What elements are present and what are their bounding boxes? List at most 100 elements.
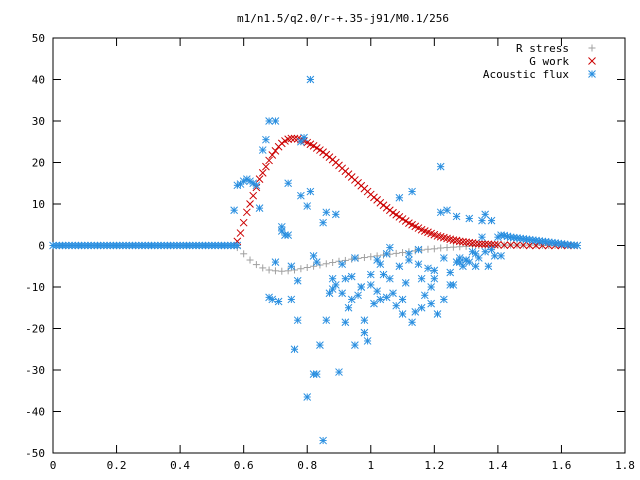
data-point: [319, 436, 327, 445]
data-point: [500, 241, 509, 249]
data-point: [408, 187, 416, 196]
data-point: [255, 204, 264, 213]
data-point: [519, 241, 528, 249]
data-point: [385, 274, 394, 283]
y-tick-label: -50: [25, 447, 45, 460]
data-point: [478, 233, 486, 242]
data-point: [297, 265, 305, 273]
data-point: [268, 151, 277, 159]
data-point: [322, 316, 331, 325]
data-point: [347, 295, 356, 304]
data-point: [322, 260, 330, 268]
data-point: [363, 337, 372, 345]
data-point: [278, 267, 286, 275]
data-point: [331, 281, 340, 289]
data-point: [481, 210, 490, 219]
data-point: [309, 252, 318, 260]
data-point: [481, 240, 490, 249]
legend-label: Acoustic flux: [483, 68, 569, 81]
data-point: [312, 370, 321, 379]
data-point: [331, 210, 340, 219]
data-point: [328, 285, 337, 293]
data-point: [233, 241, 242, 250]
data-point: [239, 218, 248, 227]
x-tick-label: 0.6: [234, 459, 254, 472]
data-point: [513, 241, 521, 249]
legend-marker: [588, 44, 596, 52]
data-point: [268, 295, 277, 304]
data-point: [471, 239, 480, 248]
data-point: [360, 316, 369, 325]
data-point: [398, 295, 407, 304]
data-point: [284, 267, 292, 275]
data-point: [411, 308, 420, 316]
data-point: [478, 216, 486, 225]
data-point: [344, 303, 353, 312]
data-point: [258, 169, 267, 177]
data-point: [427, 299, 436, 308]
data-point: [455, 237, 464, 246]
data-point: [408, 318, 416, 327]
legend-marker: [588, 70, 596, 78]
data-point: [436, 208, 445, 217]
data-point: [370, 299, 378, 308]
x-tick-label: 0.2: [107, 459, 127, 472]
legend-label: R stress: [516, 42, 569, 55]
data-point: [382, 293, 391, 302]
data-point: [312, 258, 321, 266]
data-point: [338, 260, 347, 269]
y-tick-label: -30: [25, 364, 45, 377]
data-point: [306, 187, 315, 196]
data-point: [265, 156, 273, 165]
series-2: [49, 75, 582, 445]
data-point: [373, 287, 381, 296]
data-point: [506, 241, 515, 249]
data-point: [287, 134, 296, 143]
data-point: [487, 216, 496, 225]
data-point: [497, 252, 505, 260]
x-tick-label: 1.8: [615, 459, 635, 472]
data-point: [430, 245, 438, 253]
data-point: [236, 229, 245, 237]
data-point: [417, 303, 426, 312]
data-point: [420, 291, 429, 300]
data-point: [341, 274, 350, 283]
data-point: [293, 276, 302, 285]
data-point: [382, 249, 391, 258]
data-point: [424, 264, 432, 273]
data-point: [303, 393, 312, 401]
data-point: [240, 250, 248, 258]
data-point: [417, 274, 426, 283]
x-tick-label: 0.4: [170, 459, 190, 472]
data-point: [360, 254, 368, 262]
data-point: [258, 146, 267, 154]
data-point: [303, 263, 311, 271]
data-point: [487, 245, 496, 254]
y-tick-label: 40: [32, 74, 45, 87]
data-point: [389, 289, 397, 298]
y-tick-label: 10: [32, 198, 45, 211]
data-point: [366, 270, 375, 279]
data-point: [401, 278, 410, 287]
y-tick-label: 20: [32, 157, 45, 170]
data-point: [494, 240, 502, 249]
x-tick-label: 1.2: [424, 459, 444, 472]
data-point: [414, 245, 423, 254]
data-point: [284, 179, 293, 188]
data-point: [436, 162, 445, 171]
data-point: [427, 283, 436, 291]
data-point: [446, 268, 455, 277]
y-tick-label: -20: [25, 323, 45, 336]
data-point: [443, 244, 451, 252]
data-point: [471, 262, 480, 271]
data-point: [319, 218, 327, 227]
data-point: [284, 231, 293, 239]
data-point: [399, 249, 407, 257]
data-point: [392, 301, 401, 310]
data-point: [252, 261, 260, 269]
data-point: [329, 259, 337, 267]
data-point: [297, 137, 305, 146]
x-tick-label: 1.4: [488, 459, 508, 472]
data-point: [462, 256, 470, 264]
